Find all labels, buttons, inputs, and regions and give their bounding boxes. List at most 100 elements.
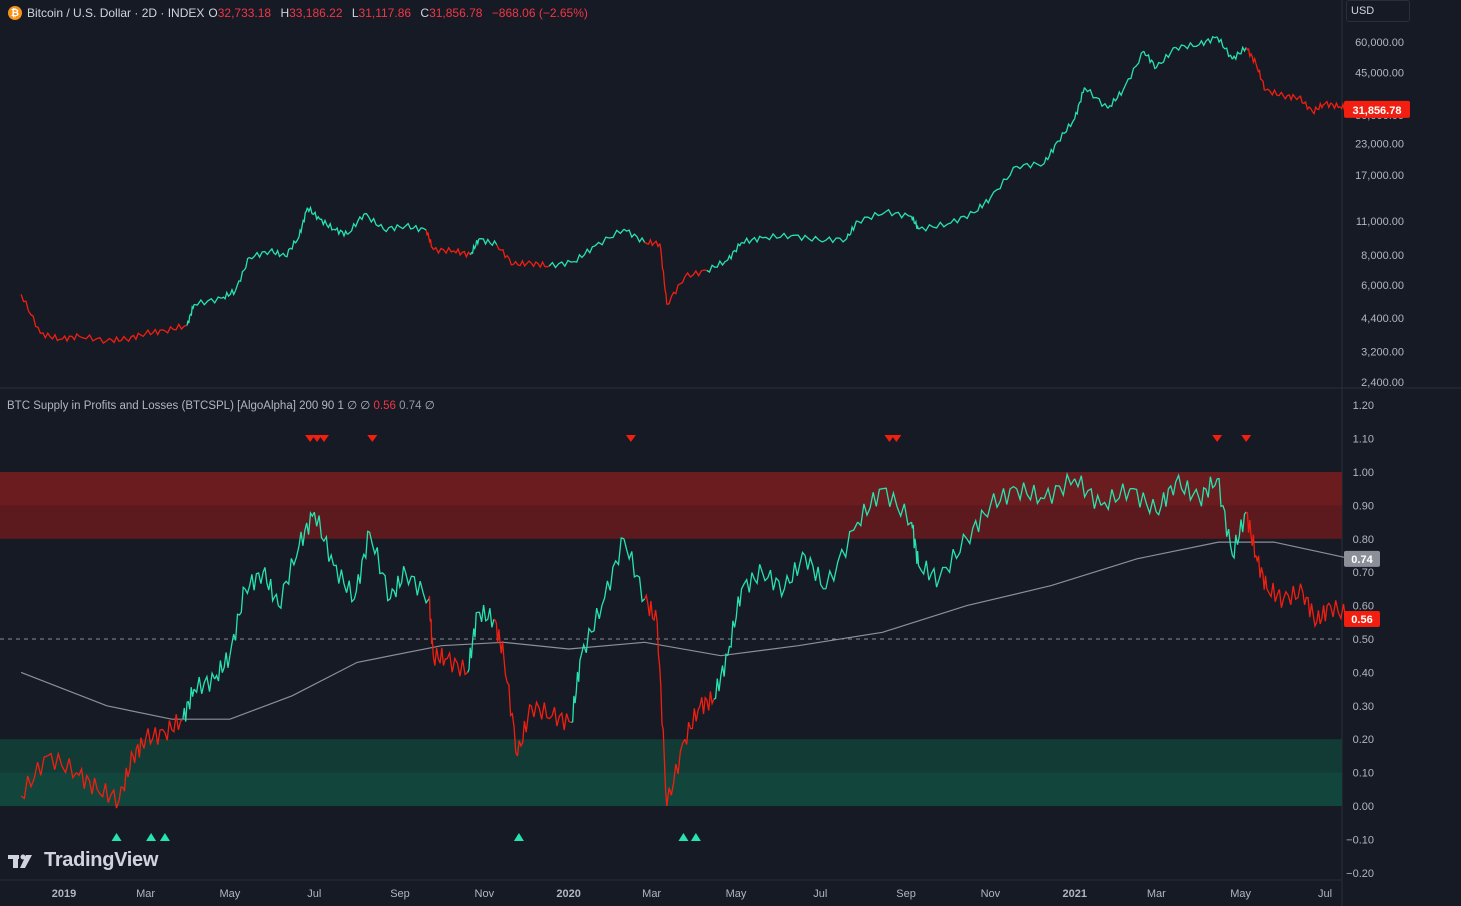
price-segment-40 [727, 242, 743, 261]
btcspl-segment-38 [666, 738, 686, 807]
price-segment-17 [319, 218, 334, 231]
price-segment-5 [125, 332, 147, 343]
btcspl-segment-49 [882, 487, 912, 526]
price-segment-66 [1245, 47, 1257, 65]
price-segment-3 [78, 333, 108, 345]
time-tick-3: Jul [307, 888, 321, 900]
btcspl-segment-41 [713, 653, 729, 700]
time-tick-9: Jul [813, 888, 827, 900]
btcspl-segment-32 [571, 655, 582, 724]
btcspl-segment-33 [580, 605, 603, 656]
buy-signal-2 [159, 833, 170, 841]
price-segment-70 [1298, 95, 1314, 113]
time-tick-10: Sep [896, 888, 916, 900]
btcspl-segment-16 [313, 511, 335, 566]
ma-value-label-bg [1344, 550, 1380, 567]
price-segment-20 [363, 213, 384, 230]
btcspl-segment-10 [214, 652, 231, 682]
btcspl-segment-60 [1155, 481, 1177, 516]
sell-signal-0 [305, 435, 316, 442]
indicator-tick-13: −0.10 [1346, 834, 1374, 846]
price-segment-10 [221, 287, 237, 301]
btcspl-segment-39 [684, 705, 701, 745]
btcspl-segment-43 [740, 564, 763, 593]
btcspl-segment-54 [989, 485, 1018, 510]
btcspl-segment-27 [493, 618, 505, 656]
low-value: 31,117.86 [358, 6, 412, 20]
btcspl-segment-51 [917, 560, 940, 588]
btcspl-segment-70 [1316, 602, 1332, 625]
btcspl-segment-30 [530, 700, 553, 720]
btcspl-segment-36 [644, 593, 658, 623]
price-tick-4: 17,000.00 [1355, 170, 1404, 182]
price-segment-49 [918, 221, 948, 232]
time-tick-5: Nov [475, 888, 495, 900]
indicator-tick-10: 0.20 [1353, 734, 1374, 746]
price-tick-3: 23,000.00 [1355, 138, 1404, 150]
btcspl-segment-2 [75, 766, 98, 795]
price-segment-37 [666, 276, 686, 306]
indicator-tick-1: 1.10 [1353, 434, 1374, 446]
symbol-title[interactable]: Bitcoin / U.S. Dollar · 2D · INDEX [27, 6, 205, 20]
price-segment-0 [20, 294, 42, 334]
price-segment-43 [791, 234, 820, 242]
indicator-name[interactable]: BTC Supply in Profits and Losses (BTCSPL… [7, 400, 344, 412]
time-tick-1: Mar [136, 888, 155, 900]
price-segment-41 [741, 235, 763, 245]
btcspl-segment-0 [20, 755, 48, 800]
buy-signal-5 [690, 833, 701, 841]
price-segment-48 [910, 216, 920, 230]
lower-inner-zone [0, 772, 1342, 806]
btcspl-segment-48 [857, 488, 883, 528]
btcspl-segment-14 [277, 545, 300, 610]
ma-value-label: 0.74 [1351, 554, 1373, 566]
price-segment-18 [333, 226, 348, 238]
tradingview-logo[interactable]: TradingView [8, 849, 158, 872]
time-tick-7: Mar [642, 888, 661, 900]
price-segment-24 [432, 246, 455, 255]
btcspl-segment-61 [1175, 473, 1200, 503]
bitcoin-icon: ₿ [8, 6, 22, 20]
time-tick-13: Mar [1147, 888, 1166, 900]
indicator-header[interactable]: BTC Supply in Profits and Losses (BTCSPL… [7, 398, 435, 412]
symbol-header[interactable]: ₿ Bitcoin / U.S. Dollar · 2D · INDEX O32… [8, 4, 594, 22]
btcspl-segment-56 [1043, 471, 1076, 504]
btcspl-segment-8 [182, 687, 195, 722]
indicator-tick-11: 0.10 [1353, 768, 1374, 780]
price-segment-28 [496, 244, 514, 266]
price-segment-23 [425, 230, 434, 250]
price-segment-57 [1083, 87, 1109, 109]
price-segment-33 [594, 228, 625, 247]
price-segment-2 [59, 332, 80, 343]
price-segment-69 [1282, 93, 1300, 102]
price-segment-1 [40, 331, 61, 342]
tradingview-icon [8, 854, 32, 868]
high-key: H [280, 6, 290, 20]
price-segment-55 [1058, 118, 1076, 142]
btcspl-value-label: 0.56 [1351, 614, 1372, 626]
btcspl-value-label-bg [1344, 610, 1380, 627]
btcspl-segment-58 [1100, 483, 1131, 512]
time-tick-12: 2021 [1062, 888, 1086, 900]
price-tick-5: 11,000.00 [1356, 216, 1404, 228]
low-key: L [351, 6, 359, 20]
btcspl-segment-65 [1245, 511, 1257, 559]
btcspl-segment-25 [467, 611, 478, 673]
btcspl-segment-37 [656, 622, 668, 807]
close-key: C [420, 6, 430, 20]
btcspl-segment-66 [1255, 555, 1268, 590]
currency-button[interactable]: USD [1346, 0, 1410, 22]
btcspl-segment-40 [699, 691, 715, 715]
price-segment-51 [973, 197, 991, 214]
btcspl-segment-55 [1016, 482, 1045, 506]
price-segment-30 [530, 260, 550, 269]
price-segment-72 [1324, 100, 1341, 110]
btcspl-segment-34 [601, 537, 625, 606]
indicator-tick-8: 0.40 [1353, 667, 1374, 679]
price-label-bg [1344, 100, 1410, 118]
btcspl-segment-3 [96, 783, 120, 809]
price-segment-19 [346, 213, 365, 236]
buy-signal-3 [513, 833, 524, 841]
buy-signal-4 [678, 833, 689, 841]
